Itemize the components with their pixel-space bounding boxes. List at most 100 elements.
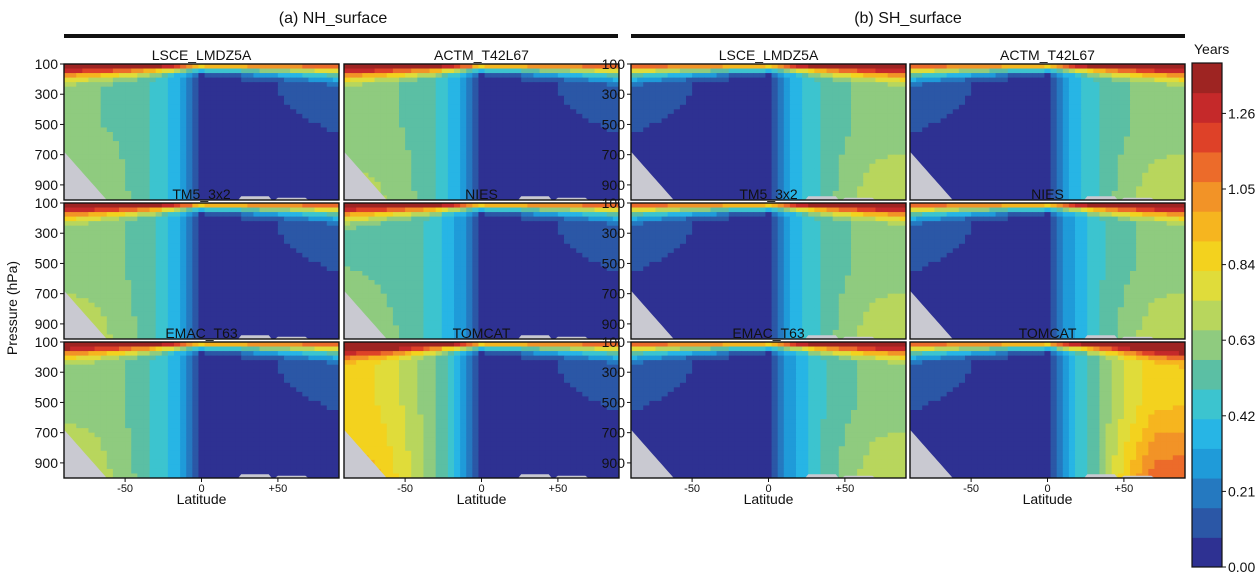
field-cell xyxy=(570,159,577,165)
field-cell xyxy=(186,275,193,281)
field-cell xyxy=(82,207,90,213)
field-cell xyxy=(155,212,163,218)
field-cell xyxy=(368,207,376,213)
field-cell xyxy=(210,77,218,83)
field-cell xyxy=(484,203,492,209)
field-cell xyxy=(161,212,169,218)
field-cell xyxy=(210,293,218,299)
field-cell xyxy=(302,113,310,119)
field-cell xyxy=(94,302,102,308)
field-cell xyxy=(447,261,455,268)
field-cell xyxy=(235,203,242,209)
field-cell xyxy=(454,127,461,133)
field-cell xyxy=(600,100,608,106)
field-cell xyxy=(235,230,242,236)
field-cell xyxy=(229,329,236,336)
field-cell xyxy=(76,113,83,119)
field-cell xyxy=(180,203,187,209)
field-cell xyxy=(216,82,224,88)
field-cell xyxy=(198,293,206,299)
field-cell xyxy=(131,163,138,169)
field-cell xyxy=(435,225,443,231)
field-cell xyxy=(320,311,328,317)
field-cell xyxy=(612,109,619,115)
field-cell xyxy=(100,248,108,254)
field-cell xyxy=(564,163,571,169)
field-cell xyxy=(551,216,559,222)
field-cell xyxy=(167,221,175,227)
field-cell xyxy=(423,168,431,174)
field-cell xyxy=(362,239,370,245)
field-cell xyxy=(204,186,212,192)
field-cell xyxy=(216,186,224,192)
field-cell xyxy=(167,320,175,326)
field-cell xyxy=(180,334,187,339)
field-cell xyxy=(332,73,339,79)
field-cell xyxy=(235,141,242,147)
field-cell xyxy=(265,159,273,165)
field-cell xyxy=(308,100,316,106)
field-cell xyxy=(405,212,412,218)
field-cell xyxy=(290,73,297,79)
field-cell xyxy=(204,163,212,169)
field-cell xyxy=(466,172,473,178)
field-cell xyxy=(423,113,431,119)
field-cell xyxy=(119,141,126,147)
field-cell xyxy=(119,325,126,331)
field-cell xyxy=(539,234,547,240)
field-cell xyxy=(484,64,492,70)
field-cell xyxy=(137,82,145,88)
field-cell xyxy=(606,195,614,200)
field-cell xyxy=(332,100,339,106)
field-cell xyxy=(564,203,571,209)
field-cell xyxy=(356,252,363,258)
field-cell xyxy=(112,234,120,240)
field-cell xyxy=(174,334,181,339)
field-cell xyxy=(576,118,583,124)
field-cell xyxy=(429,177,437,183)
field-cell xyxy=(350,73,357,79)
field-cell xyxy=(411,177,418,183)
field-cell xyxy=(362,136,370,142)
field-cell xyxy=(192,329,200,336)
field-cell xyxy=(253,100,261,106)
field-cell xyxy=(539,104,547,110)
field-cell xyxy=(125,186,132,192)
field-cell xyxy=(284,207,291,213)
field-cell xyxy=(570,104,577,110)
field-cell xyxy=(392,289,400,295)
field-cell xyxy=(399,113,406,119)
field-cell xyxy=(429,132,437,138)
field-cell xyxy=(259,177,267,183)
field-cell xyxy=(70,104,77,110)
field-cell xyxy=(186,293,193,299)
field-cell xyxy=(198,230,206,236)
field-cell xyxy=(137,186,145,192)
field-cell xyxy=(405,109,412,115)
field-cell xyxy=(241,73,248,79)
field-cell xyxy=(70,113,77,119)
field-cell xyxy=(284,248,291,254)
field-cell xyxy=(454,104,461,110)
field-cell xyxy=(216,190,224,197)
field-cell xyxy=(277,234,285,240)
field-cell xyxy=(229,302,236,308)
field-cell xyxy=(82,252,90,258)
field-cell xyxy=(454,190,461,197)
field-cell xyxy=(247,145,255,151)
field-cell xyxy=(131,275,138,281)
field-cell xyxy=(210,68,218,74)
field-cell xyxy=(588,261,596,268)
field-cell xyxy=(399,122,406,129)
field-cell xyxy=(174,298,181,304)
field-cell xyxy=(186,221,193,227)
field-cell xyxy=(496,203,504,209)
field-cell xyxy=(533,127,541,133)
field-cell xyxy=(216,109,224,115)
field-cell xyxy=(320,298,328,304)
field-cell xyxy=(296,68,303,74)
field-cell xyxy=(405,86,412,92)
field-cell xyxy=(545,136,553,142)
field-cell xyxy=(155,293,163,299)
field-cell xyxy=(332,122,339,129)
